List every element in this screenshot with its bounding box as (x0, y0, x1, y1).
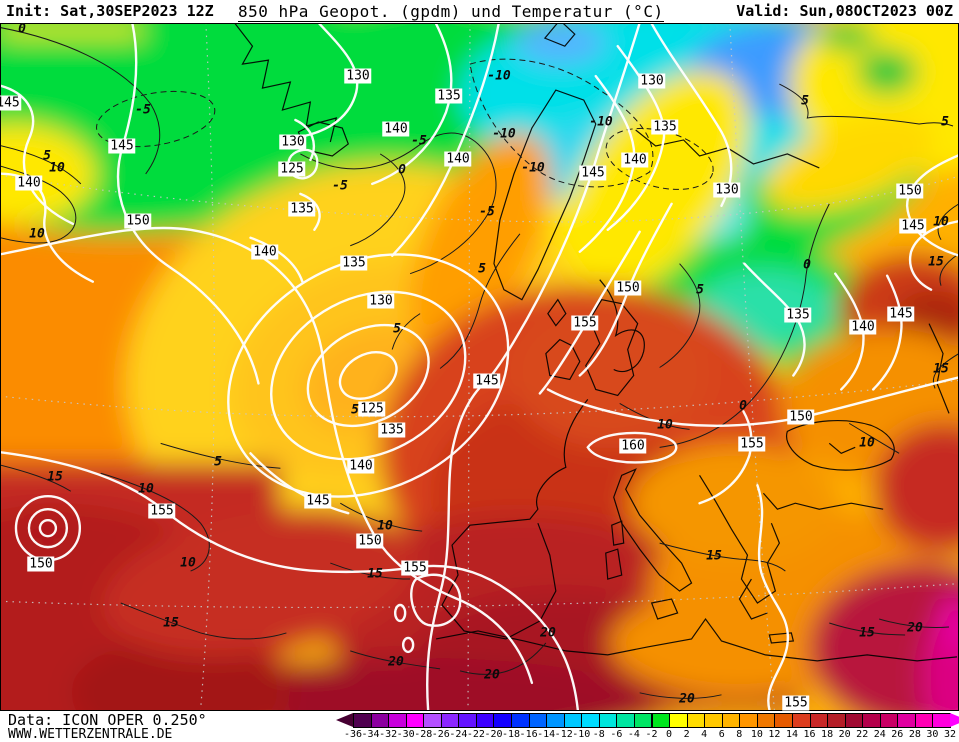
colorbar-tick-label: 28 (908, 729, 921, 740)
temperature-colorbar: -36 -34 -32 -30 -28 -26 -24 -22 -20 -18 -16 -14 -12-… (0, 711, 959, 741)
colorbar-cell (493, 713, 513, 728)
init-time-label: Init: Sat,30SEP2023 12Z (6, 2, 214, 20)
temperature-shading (1, 24, 958, 710)
weather-map-canvas (1, 24, 958, 710)
colorbar-cell (844, 713, 864, 728)
colorbar-cell (598, 713, 618, 728)
colorbar-cell (528, 713, 548, 728)
colorbar-tick-label: -18 (501, 729, 521, 740)
colorbar-tick-label: 24 (873, 729, 886, 740)
colorbar-tick-label: 2 (683, 729, 690, 740)
colorbar-left-arrow (336, 713, 353, 727)
colorbar-right-arrow (950, 713, 959, 727)
colorbar-cell (721, 713, 741, 728)
colorbar-tick-label: -6 (610, 729, 623, 740)
colorbar-cell (388, 713, 407, 728)
colorbar-tick-label: -22 (466, 729, 485, 740)
colorbar-cell (440, 713, 460, 728)
colorbar-tick-label: -36 (343, 729, 363, 740)
header-bar: Init: Sat,30SEP2023 12Z 850 hPa Geopot. … (0, 0, 959, 23)
colorbar-tick-label: -14 (537, 729, 556, 740)
colorbar-tick-label: -32 (379, 729, 398, 740)
colorbar-cell (704, 713, 723, 728)
colorbar-cell (633, 713, 653, 728)
colorbar-cell (809, 713, 829, 728)
geopotential-contours (1, 24, 958, 710)
website-label: WWW.WETTERZENTRALE.DE (8, 727, 173, 742)
colorbar-cell (511, 713, 530, 728)
colorbar-tick-label: 26 (891, 729, 904, 740)
colorbar-tick-label: 0 (666, 729, 673, 740)
colorbar-cell (353, 713, 372, 728)
colorbar-tick-label: -34 (361, 729, 380, 740)
colorbar-tick-label: -30 (396, 729, 415, 740)
colorbar-cell (897, 713, 916, 728)
colorbar-tick-label: 12 (768, 729, 781, 740)
colorbar-cell (791, 713, 811, 728)
colorbar-cell (563, 713, 583, 728)
colorbar-tick-label: 22 (856, 729, 869, 740)
colorbar-tick-label: 6 (718, 729, 725, 740)
temperature-contours (1, 27, 958, 699)
colorbar-tick-label: -10 (572, 729, 591, 740)
colorbar-tick-label: 18 (821, 729, 834, 740)
colorbar-tick-label: 16 (803, 729, 816, 740)
colorbar-cell (405, 713, 425, 728)
colorbar-cell (914, 713, 934, 728)
colorbar-cell (879, 713, 899, 728)
colorbar-cell (581, 713, 600, 728)
colorbar-tick-label: -28 (414, 729, 433, 740)
colorbar-cell (932, 713, 951, 728)
colorbar-tick-label: 32 (943, 729, 957, 740)
colorbar-cell (423, 713, 442, 728)
colorbar-cell (546, 713, 565, 728)
colorbar-cell (651, 713, 671, 728)
colorbar-tick-label: 30 (926, 729, 939, 740)
colorbar-cell (862, 713, 881, 728)
colorbar-tick-label: -2 (645, 729, 658, 740)
valid-time-label: Valid: Sun,08OCT2023 00Z (736, 2, 953, 20)
colorbar-tick-label: -12 (554, 729, 573, 740)
colorbar-cell (616, 713, 635, 728)
colorbar-tick-label: -8 (592, 729, 605, 740)
footer-bar: Data: ICON OPER 0.250° WWW.WETTERZENTRAL… (0, 711, 959, 742)
colorbar-cell (475, 713, 495, 728)
colorbar-tick-label: 10 (750, 729, 763, 740)
colorbar-tick-label: -4 (627, 729, 640, 740)
graticule-lines (1, 24, 958, 710)
colorbar-cell (686, 713, 706, 728)
colorbar-tick-label: -26 (431, 729, 450, 740)
data-source-label: Data: ICON OPER 0.250° (8, 711, 207, 729)
colorbar-tick-label: 4 (701, 729, 708, 740)
weather-map (0, 23, 959, 711)
colorbar-cell (774, 713, 793, 728)
colorbar-cell (370, 713, 390, 728)
coastlines (234, 24, 958, 662)
colorbar-tick-label: -16 (519, 729, 538, 740)
colorbar-cell (669, 713, 688, 728)
colorbar-tick-label: 20 (838, 729, 851, 740)
colorbar-tick-label: 8 (736, 729, 743, 740)
colorbar-tick-label: 14 (785, 729, 798, 740)
map-title: 850 hPa Geopot. (gpdm) und Temperatur (°… (238, 2, 664, 22)
colorbar-tick-label: -24 (449, 729, 468, 740)
colorbar-cell (458, 713, 477, 728)
colorbar-cell (739, 713, 758, 728)
colorbar-tick-label: -20 (484, 729, 503, 740)
colorbar-cell (756, 713, 776, 728)
colorbar-cell (827, 713, 846, 728)
